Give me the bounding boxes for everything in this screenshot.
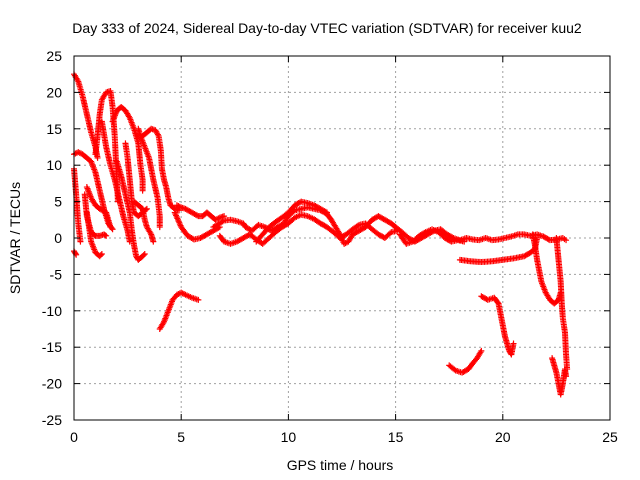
data-point (72, 150, 79, 157)
data-point (494, 299, 501, 306)
y-tick-label: -20 (42, 376, 62, 392)
data-series-arc-10 (109, 103, 146, 194)
data-point (563, 237, 570, 244)
data-series-arc-13 (135, 125, 163, 231)
data-series-arc-27 (553, 235, 571, 373)
data-points (71, 71, 571, 398)
x-tick-label: 10 (281, 429, 297, 445)
data-series-arc-17 (173, 202, 228, 223)
data-point (478, 347, 485, 354)
x-tick-label: 5 (177, 429, 185, 445)
data-series-arc-18 (156, 289, 202, 332)
data-series-arc-14 (139, 125, 183, 214)
data-point (141, 251, 148, 258)
data-series-arc-7 (83, 184, 114, 231)
data-point (156, 224, 163, 231)
x-axis-label: GPS time / hours (287, 457, 394, 473)
chart-title: Day 333 of 2024, Sidereal Day-to-day VTE… (72, 20, 582, 36)
y-tick-label: 10 (46, 157, 62, 173)
data-point (72, 250, 79, 257)
y-tick-label: 15 (46, 121, 62, 137)
data-point (140, 252, 147, 259)
y-tick-label: 0 (54, 230, 62, 246)
data-series-arc-6 (83, 209, 105, 260)
data-point (107, 224, 114, 231)
axis-ticks: 0 5 10 15 20 25 -25 -20 -15 -10 -5 0 5 10 15 20 25 (42, 48, 618, 445)
data-point (150, 238, 157, 245)
data-series-arc-16 (131, 198, 146, 212)
y-tick-label: -10 (42, 303, 62, 319)
data-point (195, 296, 202, 303)
data-point (138, 204, 145, 211)
grid-lines (74, 56, 610, 420)
data-point (354, 222, 361, 229)
data-series-arc-24 (396, 226, 468, 247)
data-series-arc-22 (253, 198, 330, 245)
y-tick-label: 25 (46, 48, 62, 64)
data-series-arc-19 (171, 209, 223, 243)
x-tick-label: 25 (602, 429, 618, 445)
data-series-arc-3 (71, 165, 84, 245)
y-axis-label: SDTVAR / TECUs (7, 182, 23, 294)
y-tick-label: -5 (50, 266, 63, 282)
data-point (102, 232, 109, 239)
data-point (77, 238, 84, 245)
data-point (139, 187, 146, 194)
data-series-arc-9 (98, 118, 133, 245)
data-series-arc-21 (216, 211, 401, 247)
data-point (449, 234, 456, 241)
data-series-arc-30 (478, 293, 517, 358)
data-point (322, 208, 329, 215)
data-point (323, 209, 330, 216)
data-point (461, 238, 468, 245)
data-series-arc-28 (549, 355, 570, 398)
x-tick-label: 20 (495, 429, 511, 445)
data-series-arc-20 (210, 204, 399, 247)
data-point (563, 373, 570, 380)
data-point (139, 205, 146, 212)
data-series-arc-4 (71, 248, 80, 258)
x-tick-label: 15 (388, 429, 404, 445)
data-series-arc-29 (446, 347, 485, 376)
y-tick-label: 5 (54, 194, 62, 210)
data-point (98, 251, 105, 258)
data-point (510, 340, 517, 347)
y-tick-label: -25 (42, 412, 62, 428)
data-point (103, 232, 110, 239)
data-point (94, 154, 101, 161)
data-point (97, 252, 104, 259)
data-point (194, 212, 201, 219)
x-tick-label: 0 (70, 429, 78, 445)
y-tick-label: -15 (42, 339, 62, 355)
data-series-arc-26 (529, 231, 564, 307)
y-tick-label: 20 (46, 84, 62, 100)
